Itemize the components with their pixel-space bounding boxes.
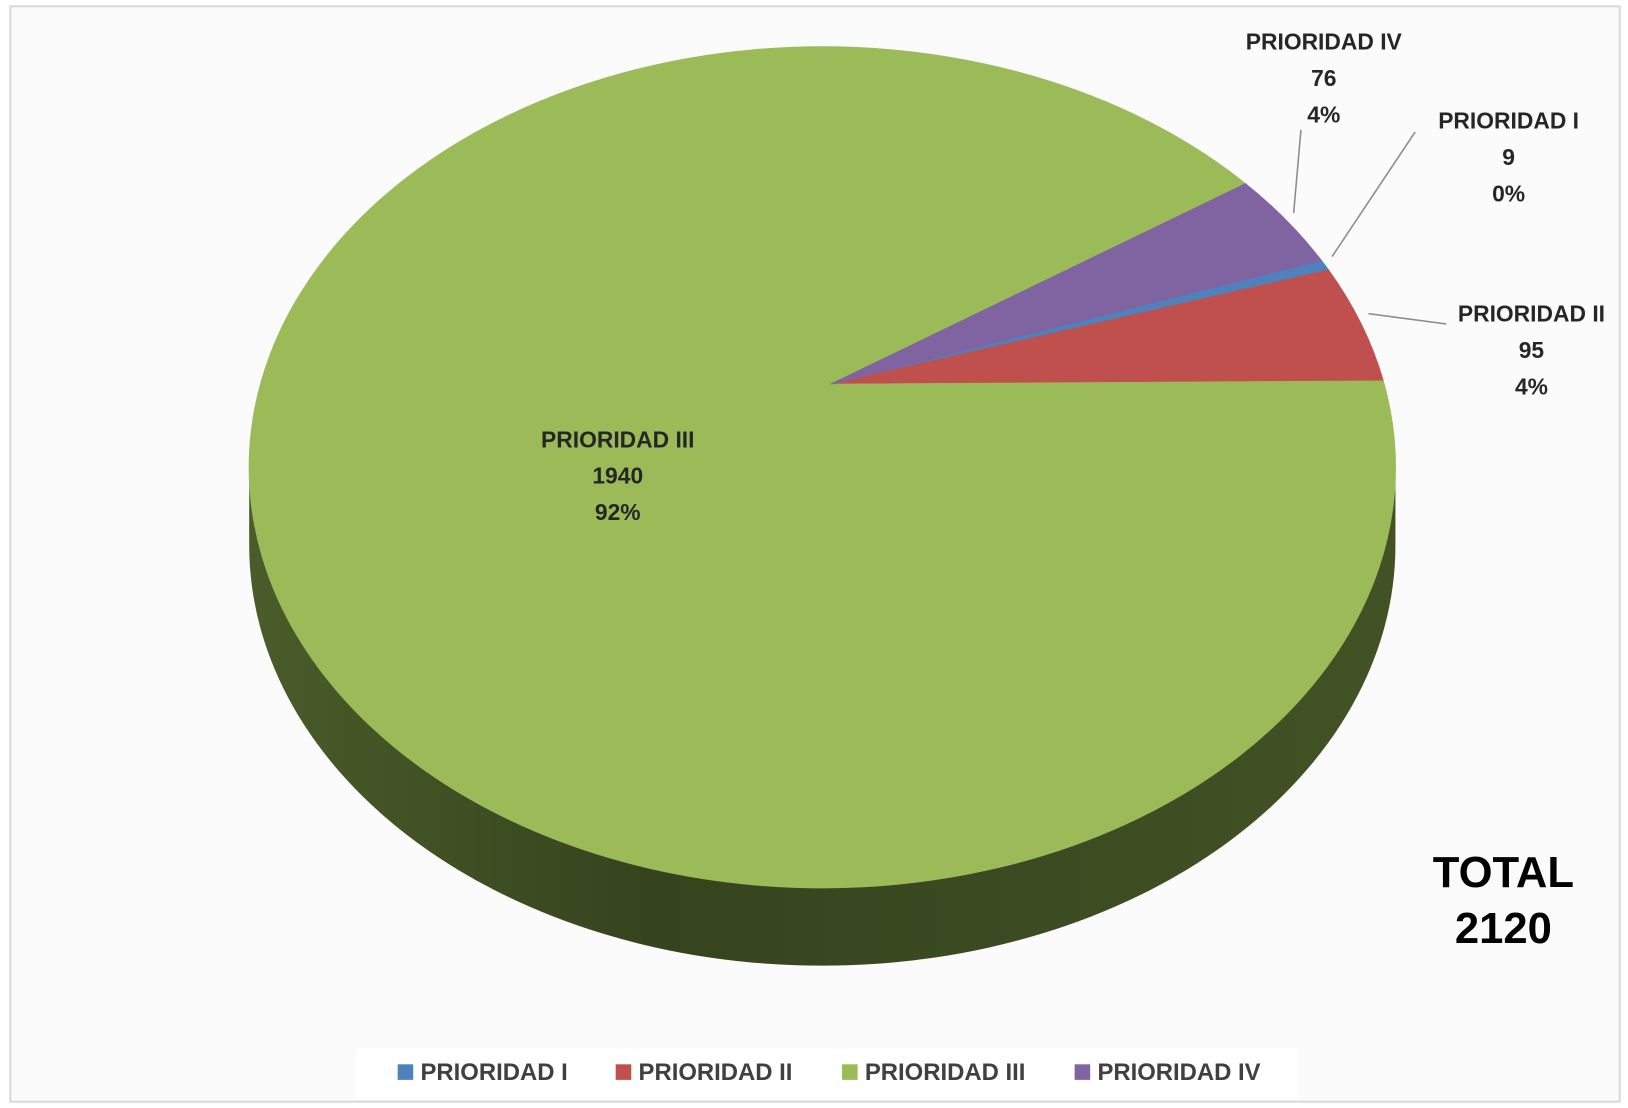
- slice: [248, 46, 1396, 889]
- data-label-percent: 92%: [595, 499, 641, 525]
- slice: [830, 183, 1323, 385]
- legend-label: PRIORIDAD I: [420, 1059, 567, 1086]
- legend-swatch: [615, 1064, 632, 1080]
- data-label-name: PRIORIDAD III: [541, 426, 694, 452]
- legend-box: [356, 1048, 1298, 1099]
- legend-swatch: [1074, 1064, 1091, 1080]
- data-label-name: PRIORIDAD I: [1438, 108, 1579, 134]
- data-label-percent: 0%: [1492, 180, 1525, 206]
- legend-label: PRIORIDAD II: [639, 1059, 793, 1086]
- leader-line: [1368, 312, 1447, 325]
- data-label-value: 1940: [592, 463, 643, 489]
- legend-label: PRIORIDAD III: [865, 1059, 1026, 1086]
- data-label-percent: 4%: [1515, 373, 1548, 399]
- legend-swatch: [842, 1064, 858, 1080]
- data-label-value: 95: [1519, 337, 1545, 363]
- leader-line: [1292, 129, 1302, 213]
- data-label-name: PRIORIDAD II: [1458, 301, 1605, 327]
- slice: [830, 269, 1384, 385]
- total-value: 2120: [1455, 905, 1552, 953]
- total-label: TOTAL: [1433, 849, 1574, 897]
- data-label-value: 76: [1311, 65, 1336, 91]
- legend-swatch: [397, 1064, 414, 1080]
- leader-line: [1331, 131, 1416, 257]
- legend-label: PRIORIDAD IV: [1097, 1059, 1260, 1086]
- slice-side-shade: [249, 467, 1396, 966]
- data-label-name: PRIORIDAD IV: [1246, 29, 1403, 55]
- data-label-percent: 4%: [1307, 101, 1340, 127]
- data-label-value: 9: [1502, 144, 1515, 170]
